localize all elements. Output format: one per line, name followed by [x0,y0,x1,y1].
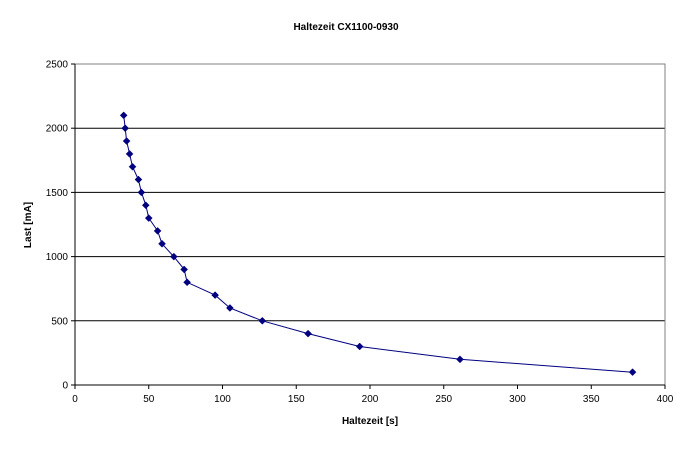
data-point [144,214,153,222]
data-point [134,175,143,184]
data-point [355,342,364,351]
data-point [121,124,130,133]
data-point [211,291,219,299]
series-line [123,115,633,373]
data-point [158,239,166,248]
gridlines [75,63,665,322]
data-point [304,329,312,338]
data-point [122,137,131,145]
y-axis-title: Last [mA] [23,202,34,248]
x-axis-ticks: 0 50 100 150 200 250 300 350 400 [72,385,674,405]
x-tick-label: 0 [72,394,78,405]
data-point [226,304,234,312]
data-point [258,316,267,325]
y-tick-label: 2500 [46,60,69,71]
data-point [128,162,137,171]
x-tick-label: 150 [288,394,305,405]
x-tick-label: 50 [143,394,155,405]
data-point [183,278,191,287]
y-tick-label: 1500 [46,188,69,199]
data-point [125,150,134,158]
plot-area [74,63,666,386]
y-tick-label: 0 [62,381,68,392]
x-axis-title: Haltezeit [s] [342,416,398,427]
data-point [137,188,146,197]
data-point [141,201,150,210]
series-layer [119,111,637,377]
x-tick-label: 350 [583,394,600,405]
y-axis-ticks: 0 500 1000 1500 2000 2500 [46,60,75,392]
data-point [628,368,637,377]
chart-title: Haltezeit CX1100-0930 [293,22,399,33]
x-tick-label: 400 [657,394,674,405]
data-point [153,227,162,235]
y-tick-label: 1000 [46,252,69,263]
data-point [180,265,189,274]
data-point [456,355,464,364]
data-point [169,252,178,261]
data-point [119,111,128,120]
x-tick-label: 300 [509,394,526,405]
x-tick-label: 250 [435,394,452,405]
x-tick-label: 200 [362,394,379,405]
y-tick-label: 500 [51,316,68,327]
x-tick-label: 100 [214,394,231,405]
y-tick-label: 2000 [46,124,69,135]
